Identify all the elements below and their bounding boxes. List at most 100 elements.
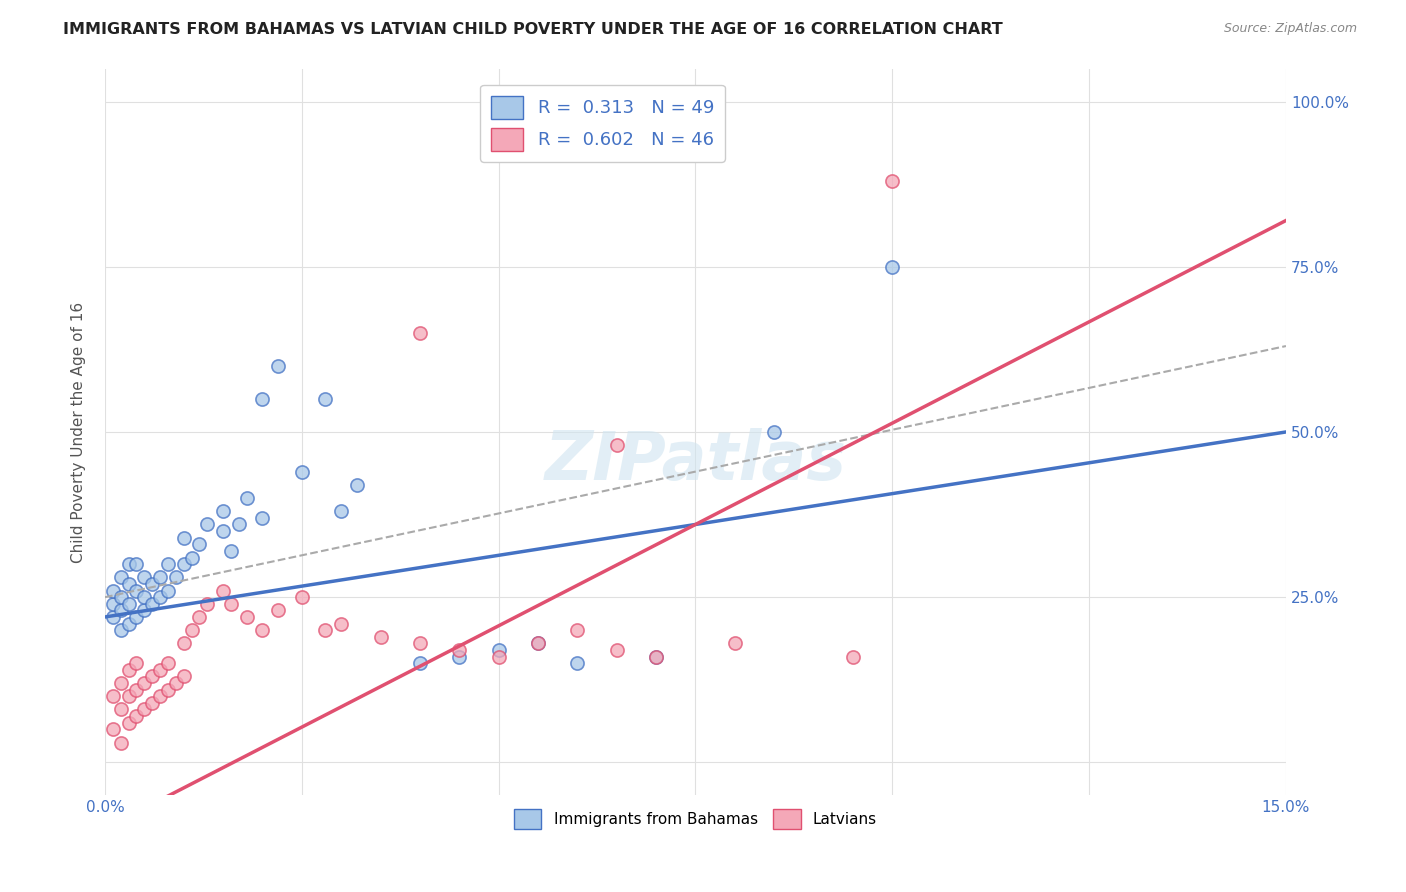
Point [165,570,187,584]
Point [645,649,668,664]
Point [409,657,432,671]
Point [409,326,432,340]
Point [188,537,211,551]
Point [173,669,195,683]
Point [267,603,290,617]
Point [110,623,132,637]
Point [149,590,172,604]
Point [219,597,242,611]
Point [180,550,202,565]
Point [149,663,172,677]
Point [134,702,156,716]
Point [882,260,904,274]
Point [195,597,218,611]
Text: ZIPatlas: ZIPatlas [544,428,846,494]
Point [645,649,668,664]
Point [567,623,589,637]
Point [212,583,235,598]
Point [228,517,250,532]
Point [134,676,156,690]
Point [291,465,314,479]
Point [101,723,124,737]
Point [252,392,274,406]
Point [110,590,132,604]
Point [527,636,550,650]
Point [212,504,235,518]
Point [117,663,139,677]
Point [180,623,202,637]
Point [156,583,179,598]
Y-axis label: Child Poverty Under the Age of 16: Child Poverty Under the Age of 16 [72,301,86,563]
Point [195,517,218,532]
Legend: Immigrants from Bahamas, Latvians: Immigrants from Bahamas, Latvians [508,803,883,835]
Point [606,643,628,657]
Point [235,491,257,505]
Point [125,583,148,598]
Point [763,425,786,439]
Point [252,511,274,525]
Text: IMMIGRANTS FROM BAHAMAS VS LATVIAN CHILD POVERTY UNDER THE AGE OF 16 CORRELATION: IMMIGRANTS FROM BAHAMAS VS LATVIAN CHILD… [63,22,1002,37]
Point [125,682,148,697]
Point [314,623,336,637]
Point [149,570,172,584]
Point [110,735,132,749]
Point [125,657,148,671]
Point [567,657,589,671]
Point [488,643,510,657]
Point [134,603,156,617]
Point [117,690,139,704]
Point [141,597,163,611]
Point [101,597,124,611]
Point [117,597,139,611]
Point [212,524,235,538]
Point [173,531,195,545]
Point [370,630,392,644]
Point [141,577,163,591]
Point [141,696,163,710]
Point [149,690,172,704]
Point [110,570,132,584]
Point [346,478,368,492]
Point [449,643,471,657]
Point [449,649,471,664]
Point [134,570,156,584]
Point [165,676,187,690]
Point [219,544,242,558]
Point [117,557,139,571]
Point [101,690,124,704]
Point [101,610,124,624]
Point [110,676,132,690]
Point [267,359,290,373]
Point [330,616,353,631]
Point [101,583,124,598]
Point [110,603,132,617]
Point [125,709,148,723]
Point [173,636,195,650]
Point [882,174,904,188]
Point [141,669,163,683]
Point [156,682,179,697]
Point [134,590,156,604]
Point [156,657,179,671]
Point [235,610,257,624]
Point [117,616,139,631]
Point [125,557,148,571]
Point [330,504,353,518]
Point [527,636,550,650]
Point [156,557,179,571]
Point [842,649,865,664]
Point [117,715,139,730]
Point [188,610,211,624]
Point [125,610,148,624]
Point [173,557,195,571]
Point [724,636,747,650]
Point [117,577,139,591]
Point [409,636,432,650]
Point [314,392,336,406]
Point [291,590,314,604]
Point [606,438,628,452]
Point [110,702,132,716]
Text: Source: ZipAtlas.com: Source: ZipAtlas.com [1223,22,1357,36]
Point [252,623,274,637]
Point [488,649,510,664]
